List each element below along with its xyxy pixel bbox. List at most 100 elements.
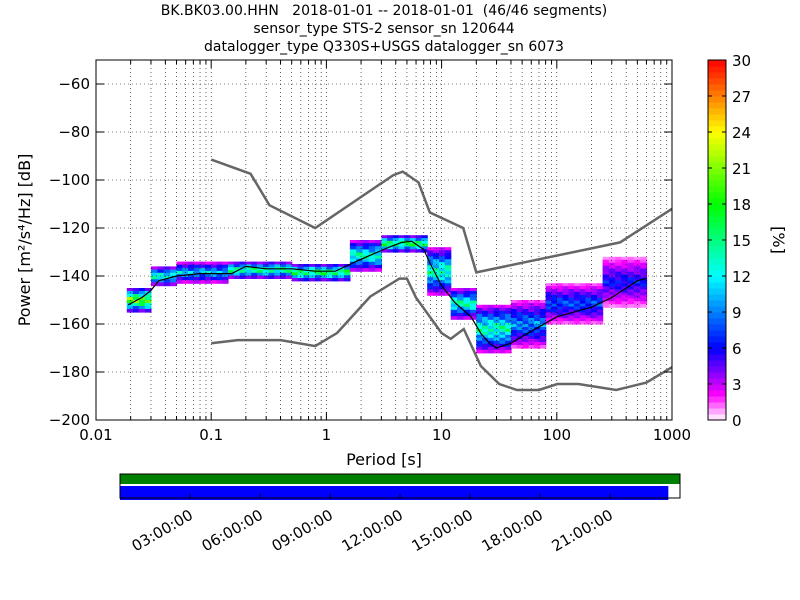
curves-layer bbox=[127, 158, 673, 392]
psd-cell-10 bbox=[511, 300, 547, 349]
x-tick-label: 1 bbox=[322, 426, 332, 444]
colorbar-tick-label: 3 bbox=[732, 376, 742, 394]
colorbar-segment bbox=[708, 240, 726, 247]
colorbar-segment bbox=[708, 216, 726, 223]
colorbar-segment bbox=[708, 174, 726, 181]
colorbar-segment bbox=[708, 288, 726, 295]
colorbar-segment bbox=[708, 324, 726, 331]
colorbar-segment bbox=[708, 348, 726, 355]
x-tick-label: 10 bbox=[432, 426, 451, 444]
colorbar-tick-label: 24 bbox=[732, 124, 751, 142]
colorbar-segment bbox=[708, 246, 726, 253]
colorbar-segment bbox=[708, 78, 726, 85]
psd-cell-9 bbox=[476, 304, 512, 354]
colorbar-segment bbox=[708, 156, 726, 163]
colorbar-segment bbox=[708, 204, 726, 211]
colorbar-segment bbox=[708, 390, 726, 397]
psd-cell-11 bbox=[545, 283, 604, 325]
psd-cell-7 bbox=[427, 247, 452, 296]
colorbar-segment bbox=[708, 210, 726, 217]
y-tick-label: −60 bbox=[58, 75, 90, 93]
coverage-bar-0 bbox=[120, 474, 680, 484]
colorbar-segment bbox=[708, 150, 726, 157]
timeline-tick-label: 15:00:00 bbox=[409, 506, 476, 555]
psd-cell-5 bbox=[349, 240, 382, 272]
colorbar-segment bbox=[708, 228, 726, 235]
median-psd-line bbox=[127, 240, 647, 349]
colorbar-tick-label: 9 bbox=[732, 304, 742, 322]
colorbar-segment bbox=[708, 264, 726, 271]
colorbar-segment bbox=[708, 378, 726, 385]
colorbar-segment bbox=[708, 330, 726, 337]
colorbar-segment bbox=[708, 372, 726, 379]
timeline-tick-label: 21:00:00 bbox=[549, 506, 616, 555]
colorbar-segment bbox=[708, 366, 726, 373]
y-tick-label: −180 bbox=[49, 363, 90, 381]
colorbar-segment bbox=[708, 186, 726, 193]
timeline-tick-label: 18:00:00 bbox=[479, 506, 546, 555]
colorbar-segment bbox=[708, 96, 726, 103]
colorbar: 0 3 6 9 12 15 18 21 24 27 30 [%] bbox=[707, 52, 788, 430]
colorbar-segment bbox=[708, 168, 726, 175]
chart-title-line-1: BK.BK03.00.HHN 2018-01-01 -- 2018-01-01 … bbox=[160, 3, 608, 19]
colorbar-segment bbox=[708, 414, 726, 421]
axes-layer: 0.01 0.1 1 10 100 1000 −200 −180 −160 −140 −120 −10… bbox=[15, 59, 691, 469]
colorbar-segment bbox=[708, 66, 726, 73]
colorbar-segment bbox=[708, 90, 726, 97]
psd-cell-2 bbox=[176, 261, 229, 284]
colorbar-segment bbox=[708, 198, 726, 205]
colorbar-segment bbox=[708, 276, 726, 283]
colorbar-segment bbox=[708, 282, 726, 289]
colorbar-segment bbox=[708, 192, 726, 199]
colorbar-segment bbox=[708, 72, 726, 79]
colorbar-segment bbox=[708, 84, 726, 91]
colorbar-segment bbox=[708, 180, 726, 187]
colorbar-segment bbox=[708, 252, 726, 259]
colorbar-tick-label: 6 bbox=[732, 340, 742, 358]
x-axis-label: Period [s] bbox=[346, 450, 422, 469]
psd-cell-6 bbox=[381, 235, 428, 253]
colorbar-tick-label: 27 bbox=[732, 88, 751, 106]
y-tick-label: −160 bbox=[49, 315, 90, 333]
noise-model-high-line bbox=[210, 158, 673, 274]
timeline-tick-label: 03:00:00 bbox=[129, 506, 196, 555]
y-tick-label: −120 bbox=[49, 219, 90, 237]
x-tick-label: 100 bbox=[542, 426, 571, 444]
colorbar-segment bbox=[708, 360, 726, 367]
colorbar-tick-label: 12 bbox=[732, 268, 751, 286]
colorbar-segment bbox=[708, 300, 726, 307]
x-tick-label: 1000 bbox=[653, 426, 691, 444]
colorbar-segment bbox=[708, 306, 726, 313]
colorbar-label: [%] bbox=[769, 226, 788, 254]
colorbar-tick-label: 30 bbox=[732, 52, 751, 70]
plot-frame bbox=[95, 59, 673, 421]
y-tick-label: −80 bbox=[58, 123, 90, 141]
coverage-bar-1 bbox=[120, 486, 669, 500]
colorbar-segment bbox=[708, 354, 726, 361]
colorbar-segment bbox=[708, 132, 726, 139]
colorbar-segment bbox=[708, 60, 726, 67]
colorbar-segment bbox=[708, 336, 726, 343]
colorbar-segment bbox=[708, 162, 726, 169]
y-tick-label: −140 bbox=[49, 267, 90, 285]
colorbar-segment bbox=[708, 312, 726, 319]
colorbar-segment bbox=[708, 120, 726, 127]
colorbar-segment bbox=[708, 396, 726, 403]
colorbar-segment bbox=[708, 258, 726, 265]
colorbar-tick-label: 18 bbox=[732, 196, 751, 214]
timeline-tick-label: 12:00:00 bbox=[339, 506, 406, 555]
chart-title-line-2: sensor_type STS-2 sensor_sn 120644 bbox=[253, 21, 515, 37]
colorbar-segment bbox=[708, 144, 726, 151]
timeline-tick-label: 06:00:00 bbox=[199, 506, 266, 555]
noise-model-low-line bbox=[211, 277, 673, 392]
y-axis-label: Power [m²/s⁴/Hz] [dB] bbox=[15, 154, 34, 327]
colorbar-segment bbox=[708, 294, 726, 301]
x-tick-label: 0.01 bbox=[79, 426, 112, 444]
colorbar-segment bbox=[708, 318, 726, 325]
colorbar-segment bbox=[708, 402, 726, 409]
y-tick-label: −100 bbox=[49, 171, 90, 189]
y-tick-label: −200 bbox=[49, 411, 90, 429]
colorbar-segment bbox=[708, 114, 726, 121]
colorbar-segment bbox=[708, 384, 726, 391]
